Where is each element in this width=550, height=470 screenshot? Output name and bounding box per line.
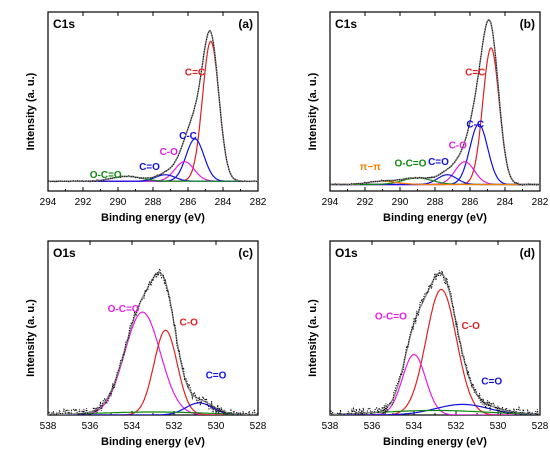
raw-data-curve (330, 270, 540, 415)
x-tick-label: 282 (532, 197, 549, 208)
panel-a: 294 292 290 288 286 284 282 Binding energy (eV)… (25, 11, 267, 224)
x-tick-label: 528 (250, 421, 267, 432)
peak-annotation: O-C=O (375, 312, 407, 323)
peak-annotation: C-O (449, 141, 468, 152)
panel-label: (d) (520, 246, 535, 260)
peak-annotation: C-C (466, 120, 484, 131)
y-axis-label: Intensity (a. u.) (307, 299, 319, 377)
y-axis-label: Intensity (a. u.) (25, 299, 37, 377)
peak-annotation: C=O (139, 162, 160, 173)
raw-data-curve (48, 267, 258, 415)
x-tick-label: 536 (82, 421, 99, 432)
raw-data-curve (330, 18, 540, 187)
peak-annotation: C-C (179, 131, 197, 142)
x-tick-label: 294 (40, 197, 57, 208)
x-tick-label: 532 (166, 421, 183, 432)
y-axis-label: Intensity (a. u.) (25, 72, 37, 150)
panel-title: C1s (53, 17, 75, 31)
x-tick-label: 294 (322, 197, 339, 208)
panel-label: (b) (520, 17, 535, 31)
x-axis-label: Binding energy (eV) (101, 212, 205, 224)
x-tick-label: 532 (448, 421, 465, 432)
x-tick-label: 282 (250, 197, 267, 208)
component-peak (330, 353, 540, 415)
y-axis-label: Intensity (a. u.) (307, 72, 319, 150)
component-peak (48, 311, 258, 415)
panel-label: (a) (238, 17, 253, 31)
x-tick-label: 530 (208, 421, 225, 432)
panel-label: (c) (238, 246, 253, 260)
peak-annotation: C-O (462, 321, 481, 332)
envelope-curve (48, 271, 258, 415)
peak-annotation: O-C=O (90, 170, 122, 181)
component-peak (330, 288, 540, 415)
x-tick-label: 538 (322, 421, 339, 432)
x-tick-label: 292 (75, 197, 92, 208)
component-peak (48, 402, 258, 415)
x-tick-label: 284 (497, 197, 514, 208)
peak-annotation: C=O (206, 371, 227, 382)
x-tick-label: 286 (180, 197, 197, 208)
x-tick-label: 538 (40, 421, 57, 432)
x-tick-label: 528 (532, 421, 549, 432)
peak-annotation: O-C=O (108, 304, 140, 315)
peak-annotation: O-C=O (395, 159, 427, 170)
x-tick-label: 288 (427, 197, 444, 208)
panel-c: 538 536 534 532 530 528 Binding energy (eV) Int… (25, 240, 267, 448)
peak-annotation: C=C (465, 67, 485, 78)
x-tick-label: 292 (357, 197, 374, 208)
x-axis-label: Binding energy (eV) (383, 212, 487, 224)
x-axis-label: Binding energy (eV) (383, 436, 487, 448)
panel-title: O1s (53, 246, 76, 260)
x-tick-label: 530 (490, 421, 507, 432)
plot-frame (329, 240, 541, 416)
panel-title: O1s (335, 246, 358, 260)
peak-annotation: C-O (160, 147, 179, 158)
envelope-curve (48, 30, 258, 182)
x-axis-label: Binding energy (eV) (101, 436, 205, 448)
x-tick-label: 534 (124, 421, 141, 432)
envelope-curve (330, 272, 540, 415)
peak-annotation: C=C (185, 67, 205, 78)
peak-annotation: C=O (481, 377, 502, 388)
peak-annotation: C=O (428, 157, 449, 168)
panel-b: 294 292 290 288 286 284 282 Binding energy (eV)… (307, 11, 549, 224)
x-tick-label: 290 (392, 197, 409, 208)
x-tick-label: 288 (145, 197, 162, 208)
component-peak (330, 123, 540, 186)
raw-data-curve (48, 29, 258, 183)
panel-d: 538 536 534 532 530 528 Binding energy (eV) Int… (307, 240, 549, 448)
x-tick-label: 290 (110, 197, 127, 208)
x-tick-label: 534 (406, 421, 423, 432)
panel-title: C1s (335, 17, 357, 31)
peak-annotation: C-O (180, 318, 199, 329)
peak-annotation: π−π (360, 162, 381, 173)
x-tick-label: 536 (364, 421, 381, 432)
x-tick-label: 284 (215, 197, 232, 208)
component-peak (48, 329, 258, 415)
x-tick-label: 286 (462, 197, 479, 208)
